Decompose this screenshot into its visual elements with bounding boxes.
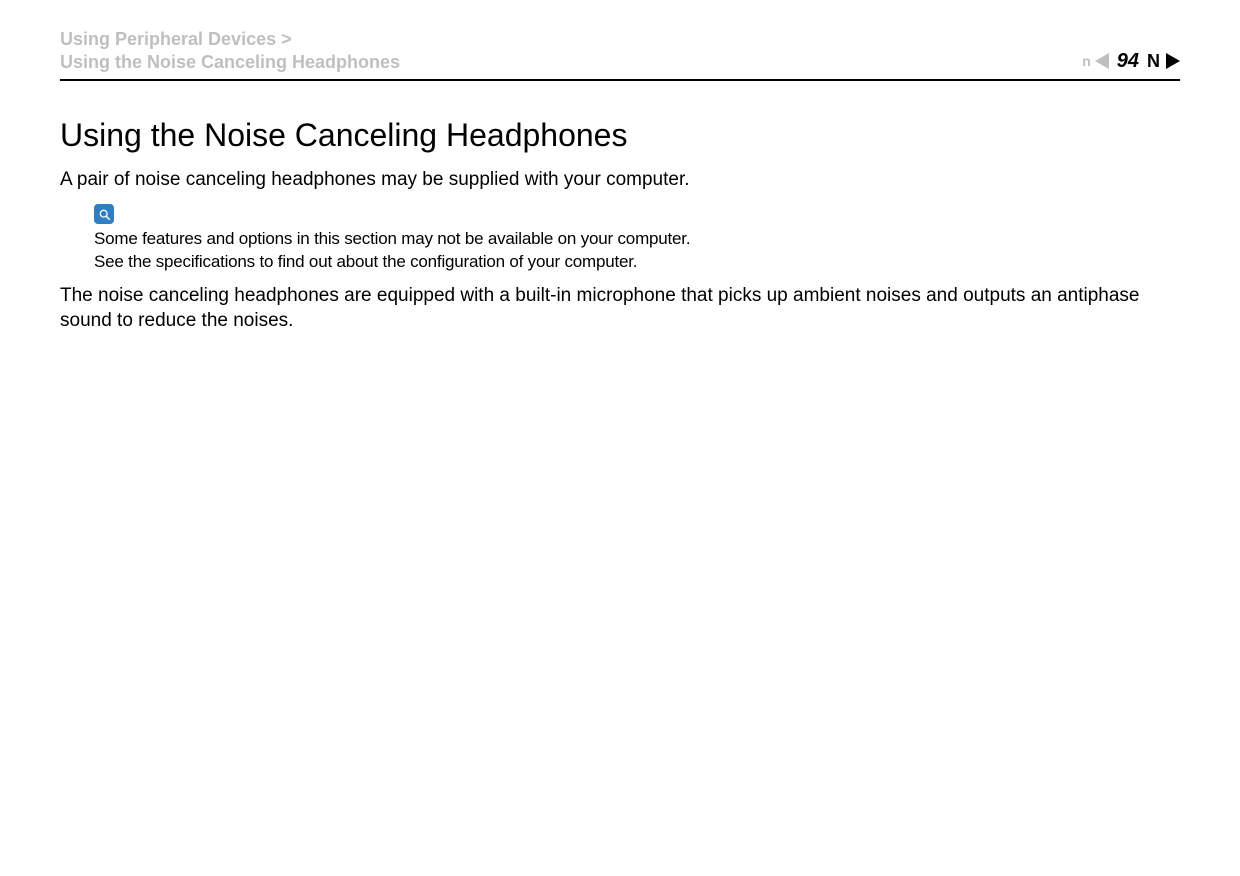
breadcrumb: Using Peripheral Devices > Using the Noi… [60,28,400,75]
page-number: 94 [1117,50,1139,73]
breadcrumb-current[interactable]: Using the Noise Canceling Headphones [60,52,400,72]
page-container: Using Peripheral Devices > Using the Noi… [0,0,1240,334]
intro-paragraph: A pair of noise canceling headphones may… [60,168,1180,193]
prev-page-label: n [1082,53,1091,69]
magnifier-icon [94,204,114,224]
page-content: Using the Noise Canceling Headphones A p… [60,81,1180,334]
body-paragraph: The noise canceling headphones are equip… [60,284,1180,333]
page-header: Using Peripheral Devices > Using the Noi… [60,28,1180,81]
page-title: Using the Noise Canceling Headphones [60,117,1180,154]
breadcrumb-parent[interactable]: Using Peripheral Devices [60,29,276,49]
next-page-icon[interactable] [1166,53,1180,69]
note-line-1: Some features and options in this sectio… [94,229,690,248]
next-page-label: N [1147,51,1160,72]
note-block: Some features and options in this sectio… [94,204,1180,274]
note-line-2: See the specifications to find out about… [94,252,637,271]
prev-page-icon[interactable] [1095,53,1109,69]
page-nav: n 94 N [1082,50,1180,75]
breadcrumb-separator: > [281,29,292,49]
note-text: Some features and options in this sectio… [94,228,1180,274]
